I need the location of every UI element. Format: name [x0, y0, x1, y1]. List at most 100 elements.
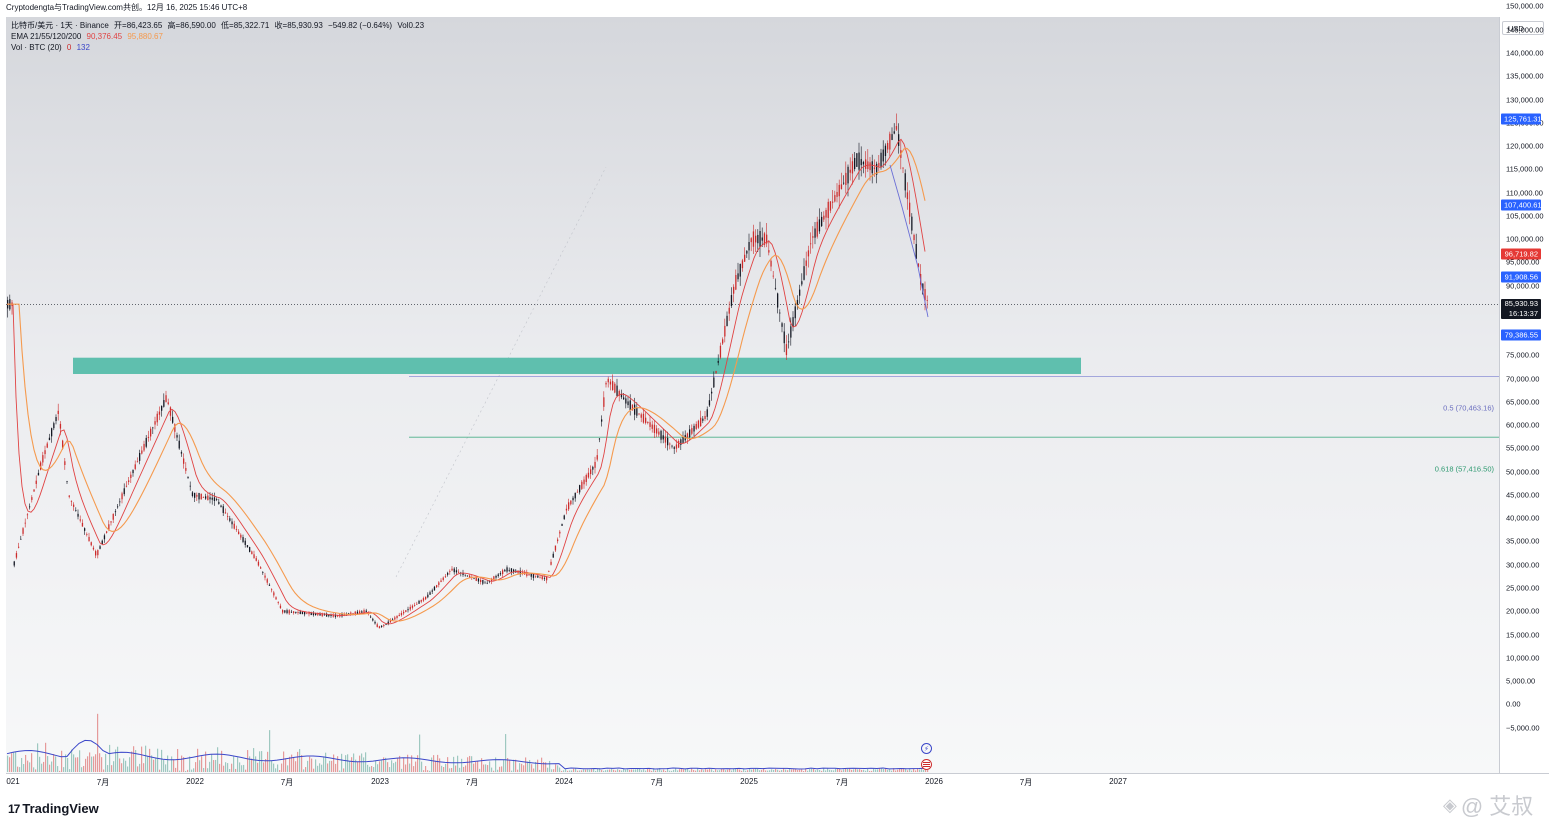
- candle-body: [766, 234, 768, 244]
- volume-bar: [573, 768, 575, 772]
- candle-body: [911, 216, 913, 231]
- volume-bar: [757, 768, 759, 772]
- volume-bar: [457, 755, 459, 772]
- candle-body: [878, 162, 880, 167]
- volume-bar: [837, 768, 839, 772]
- candle-body: [444, 576, 447, 578]
- volume-bar: [565, 769, 567, 772]
- candle-body: [286, 610, 288, 614]
- candle-body: [365, 610, 367, 613]
- legend-vol-row[interactable]: Vol · BTC (20) 0 132: [11, 42, 424, 53]
- price-axis[interactable]: USD 150,000.00 145,000.00 140,000.00 135,00…: [1499, 2, 1549, 773]
- price-chart[interactable]: [6, 17, 1499, 773]
- candle-body: [277, 602, 279, 604]
- y-tick-label: 75,000.00: [1506, 350, 1540, 360]
- volume-bar: [609, 769, 611, 772]
- candle-body: [746, 250, 748, 254]
- volume-bar: [229, 768, 231, 772]
- candle-body: [398, 614, 400, 617]
- candle-body: [24, 522, 26, 524]
- volume-bar: [923, 770, 925, 772]
- candle-body: [209, 497, 211, 500]
- volume-bar: [475, 762, 477, 772]
- volume-bar: [391, 760, 393, 772]
- legend-vol: Vol0.23: [397, 21, 425, 30]
- candle-body: [708, 400, 711, 406]
- volume-bar: [405, 764, 407, 772]
- volume-bar: [7, 755, 9, 772]
- candle-body: [315, 613, 317, 616]
- candle-body: [482, 579, 484, 584]
- candle-body: [451, 568, 453, 571]
- candle-body: [403, 611, 405, 614]
- candle-body: [238, 531, 240, 535]
- volume-bar: [735, 768, 737, 772]
- candle-body: [627, 401, 629, 406]
- candle-body: [246, 545, 249, 548]
- volume-bar: [393, 763, 395, 772]
- volume-bar: [95, 754, 97, 772]
- volume-bar: [147, 756, 149, 772]
- candle-body: [196, 494, 198, 497]
- volume-bar: [895, 770, 897, 772]
- candle-body: [310, 612, 312, 616]
- volume-bar: [85, 758, 87, 772]
- volume-bar: [603, 770, 605, 772]
- candle-body: [605, 382, 607, 385]
- currency-selector[interactable]: USD: [1502, 21, 1544, 35]
- legend-ema-row[interactable]: EMA 21/55/120/200 90,376.45 95,880.67: [11, 31, 424, 42]
- candle-body: [376, 624, 378, 627]
- volume-bar: [23, 764, 25, 772]
- volume-bar: [787, 770, 789, 772]
- candle-body: [304, 611, 306, 615]
- chart-pane[interactable]: 比特币/美元 · 1天 · Binance 开=86,423.65 高=86,5…: [6, 17, 1499, 773]
- lightning-icon[interactable]: ⚡: [921, 743, 932, 754]
- tradingview-logo[interactable]: 17 TradingView: [8, 801, 99, 816]
- volume-bar: [641, 770, 643, 772]
- legend-symbol[interactable]: 比特币/美元 · 1天 · Binance: [11, 21, 109, 30]
- volume-bar: [155, 758, 157, 772]
- candle-body: [702, 418, 704, 421]
- time-axis[interactable]: 021 7月 2022 7月 2023 7月 2024 7月 2025 7月 2026 7月 2027: [6, 773, 1549, 790]
- candle-body: [603, 397, 605, 407]
- volume-bar: [121, 763, 123, 772]
- candle-body: [141, 450, 143, 454]
- candle-body: [695, 423, 697, 429]
- volume-bar: [891, 770, 893, 772]
- volume-bar: [313, 768, 315, 772]
- volume-bar: [257, 762, 259, 772]
- candle-body: [777, 293, 779, 308]
- volume-bar: [651, 770, 653, 772]
- volume-bar: [41, 763, 43, 772]
- candle-body: [354, 611, 356, 615]
- candle-body: [752, 231, 755, 247]
- x-tick-label: 2024: [555, 777, 573, 786]
- volume-bar: [307, 760, 309, 772]
- candle-body: [645, 417, 647, 423]
- candle-body: [114, 511, 117, 513]
- volume-bar: [205, 751, 207, 772]
- volume-bar: [909, 768, 911, 772]
- candle-body: [739, 263, 741, 277]
- volume-bar: [883, 769, 885, 772]
- candle-body: [638, 413, 640, 415]
- volume-bar: [739, 769, 741, 772]
- volume-bar: [529, 759, 531, 772]
- volume-bar: [627, 769, 629, 772]
- volume-bar: [665, 770, 667, 772]
- volume-bar: [501, 766, 503, 772]
- candle-body: [84, 528, 86, 531]
- candle-body: [535, 575, 537, 577]
- candle-body: [647, 421, 649, 424]
- volume-bar: [81, 767, 83, 772]
- volume-bar: [555, 764, 557, 772]
- volume-bar: [481, 758, 483, 772]
- y-tick-label: 25,000.00: [1506, 583, 1540, 593]
- candle-body: [260, 567, 262, 569]
- volume-bar: [295, 761, 297, 772]
- volume-bar: [495, 757, 497, 772]
- candle-body: [790, 326, 792, 338]
- us-flag-icon[interactable]: [921, 759, 932, 770]
- candle-body: [213, 497, 216, 501]
- candle-body: [726, 315, 728, 327]
